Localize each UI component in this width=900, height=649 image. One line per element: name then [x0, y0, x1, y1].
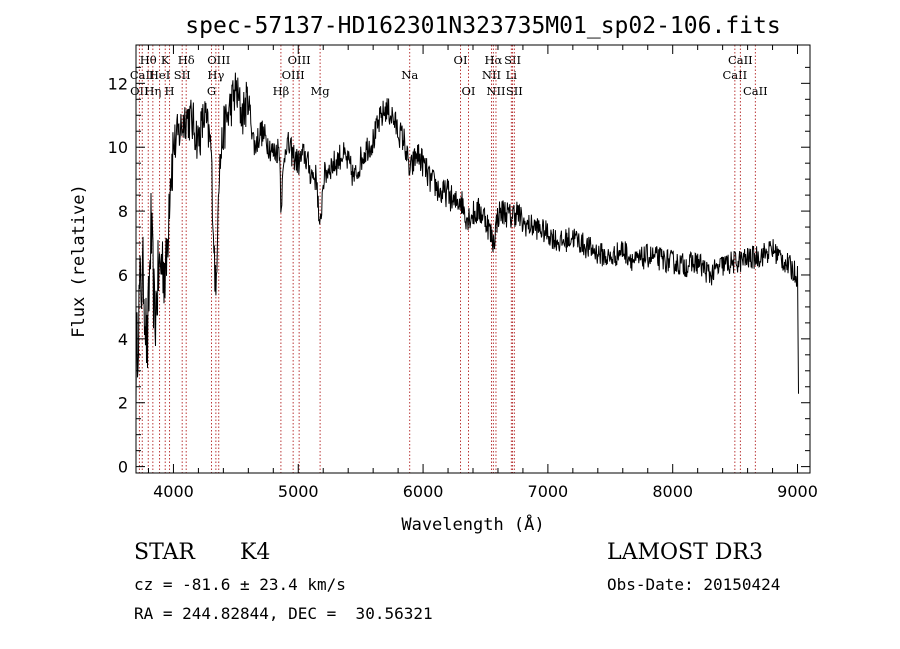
line-label: Hθ: [140, 53, 157, 67]
y-tick-label: 4: [118, 330, 128, 349]
line-label: OIII: [288, 53, 311, 67]
x-tick-label: 5000: [278, 482, 319, 501]
line-label: SII: [504, 53, 521, 67]
line-label: CaII: [722, 68, 747, 82]
line-label: NII: [482, 68, 501, 82]
line-label: CaII: [728, 53, 753, 67]
observation-date: Obs-Date: 20150424: [607, 575, 781, 594]
line-label: OIII: [282, 68, 305, 82]
line-label: OII: [130, 84, 149, 98]
object-subclass: K4: [240, 540, 271, 565]
y-tick-label: 10: [108, 138, 128, 157]
line-label: K: [161, 53, 170, 67]
line-label: Hη: [144, 84, 161, 98]
y-axis-label: Flux (relative): [69, 184, 89, 338]
y-tick-label: 8: [118, 202, 128, 221]
chart-title: spec-57137-HD162301N323735M01_sp02-106.f…: [185, 13, 780, 39]
x-tick-label: 8000: [652, 482, 693, 501]
line-label: Hβ: [273, 84, 290, 98]
object-class: STAR: [134, 540, 195, 565]
line-label: NII: [486, 84, 505, 98]
line-label: HeI: [149, 68, 170, 82]
line-label: G: [207, 84, 216, 98]
survey-name: LAMOST DR3: [607, 540, 763, 565]
line-label: OI: [454, 53, 468, 67]
line-label: OIII: [207, 53, 230, 67]
line-label: Hα: [484, 53, 502, 67]
x-axis-label: Wavelength (Å): [401, 513, 544, 535]
y-tick-label: 2: [118, 394, 128, 413]
x-tick-label: 7000: [528, 482, 569, 501]
line-label: CaII: [743, 84, 768, 98]
y-tick-label: 6: [118, 266, 128, 285]
line-label: Hγ: [207, 68, 224, 82]
line-label: H: [165, 84, 175, 98]
line-label: SII: [174, 68, 191, 82]
line-label: Na: [401, 68, 418, 82]
sky-coordinates: RA = 244.82844, DEC = 30.56321: [134, 604, 433, 623]
line-label: Hδ: [178, 53, 195, 67]
x-tick-label: 4000: [153, 482, 194, 501]
x-tick-label: 6000: [403, 482, 444, 501]
line-label: SII: [506, 84, 523, 98]
line-label: OI: [462, 84, 476, 98]
line-label: Mg: [311, 84, 331, 98]
x-tick-label: 9000: [777, 482, 818, 501]
y-tick-label: 0: [118, 458, 128, 477]
plot-frame: [135, 44, 811, 474]
redshift-velocity: cz = -81.6 ± 23.4 km/s: [134, 575, 346, 594]
line-label: Li: [506, 68, 518, 82]
spectrum-line: [135, 72, 799, 405]
y-tick-label: 12: [108, 74, 128, 93]
